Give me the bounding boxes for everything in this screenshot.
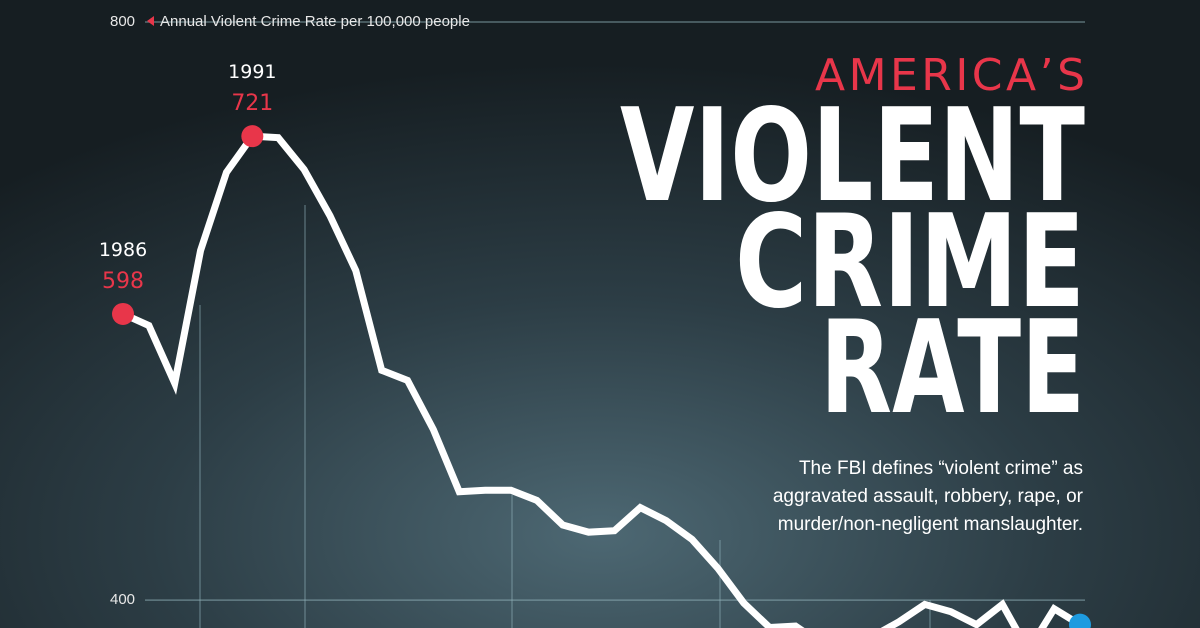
description: The FBI defines “violent crime” as <box>799 458 1083 479</box>
annotation-value: 721 <box>231 91 273 116</box>
line <box>121 132 1082 628</box>
description: murder/non-negligent manslaughter. <box>778 514 1083 535</box>
title-line: VIOLENT <box>620 82 1085 231</box>
highlight-dot <box>112 302 134 325</box>
plot <box>112 21 1091 628</box>
vertical-grid <box>199 205 931 628</box>
end-dot <box>1069 613 1091 628</box>
y-axis-label: Annual Violent Crime Rate per 100,000 pe… <box>160 13 470 30</box>
highlight-dot <box>241 125 264 148</box>
annotation-value: 598 <box>102 269 144 294</box>
title-line: RATE <box>820 294 1085 443</box>
annotation-year: 1986 <box>99 239 147 261</box>
y-tick-label: 800 <box>110 13 135 30</box>
y-tick-label: 400 <box>110 591 135 608</box>
title-line: CRIME <box>735 188 1085 337</box>
kicker: AMERICA’S <box>815 50 1085 101</box>
description: aggravated assault, robbery, rape, or <box>773 486 1084 507</box>
annotation-year: 1991 <box>228 61 276 83</box>
axis-arrow <box>147 16 154 26</box>
